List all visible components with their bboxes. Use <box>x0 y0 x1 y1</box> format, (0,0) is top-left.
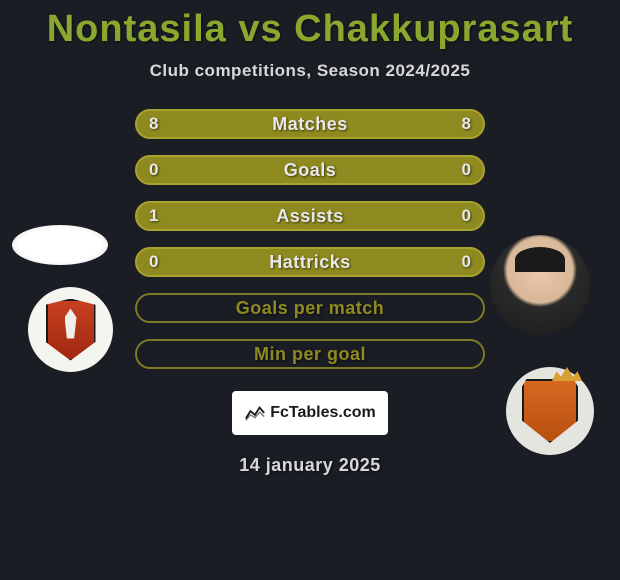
date-text: 14 january 2025 <box>0 455 620 476</box>
stat-right-value: 8 <box>462 114 471 134</box>
chart-line-icon <box>244 402 266 424</box>
brand-badge: FcTables.com <box>232 391 388 435</box>
stat-label: Assists <box>276 206 344 227</box>
stat-right-value: 0 <box>462 160 471 180</box>
stat-label: Min per goal <box>254 344 366 365</box>
player-left-club-badge <box>28 287 113 372</box>
stat-row-goals-per-match: Goals per match <box>135 293 485 323</box>
page-title: Nontasila vs Chakkuprasart <box>47 8 574 51</box>
stat-row-hattricks: 0 Hattricks 0 <box>135 247 485 277</box>
stat-left-value: 0 <box>149 160 158 180</box>
player-right-avatar <box>490 235 590 335</box>
stat-right-value: 0 <box>462 252 471 272</box>
brand-text: FcTables.com <box>270 404 376 422</box>
stat-left-value: 8 <box>149 114 158 134</box>
stat-bars: 8 Matches 8 0 Goals 0 1 Assists 0 0 Hatt… <box>135 109 485 369</box>
stat-label: Goals <box>284 160 337 181</box>
stat-label: Goals per match <box>236 298 385 319</box>
page-subtitle: Club competitions, Season 2024/2025 <box>150 61 471 81</box>
stat-label: Matches <box>272 114 348 135</box>
stat-right-value: 0 <box>462 206 471 226</box>
player-left-avatar <box>12 225 108 265</box>
stat-row-matches: 8 Matches 8 <box>135 109 485 139</box>
stat-row-min-per-goal: Min per goal <box>135 339 485 369</box>
shield-icon <box>522 379 578 443</box>
stat-left-value: 1 <box>149 206 158 226</box>
comparison-area: 8 Matches 8 0 Goals 0 1 Assists 0 0 Hatt… <box>0 109 620 476</box>
shield-icon <box>46 299 96 361</box>
stat-left-value: 0 <box>149 252 158 272</box>
comparison-infographic: Nontasila vs Chakkuprasart Club competit… <box>0 0 620 476</box>
stat-row-assists: 1 Assists 0 <box>135 201 485 231</box>
stat-label: Hattricks <box>269 252 351 273</box>
stat-row-goals: 0 Goals 0 <box>135 155 485 185</box>
